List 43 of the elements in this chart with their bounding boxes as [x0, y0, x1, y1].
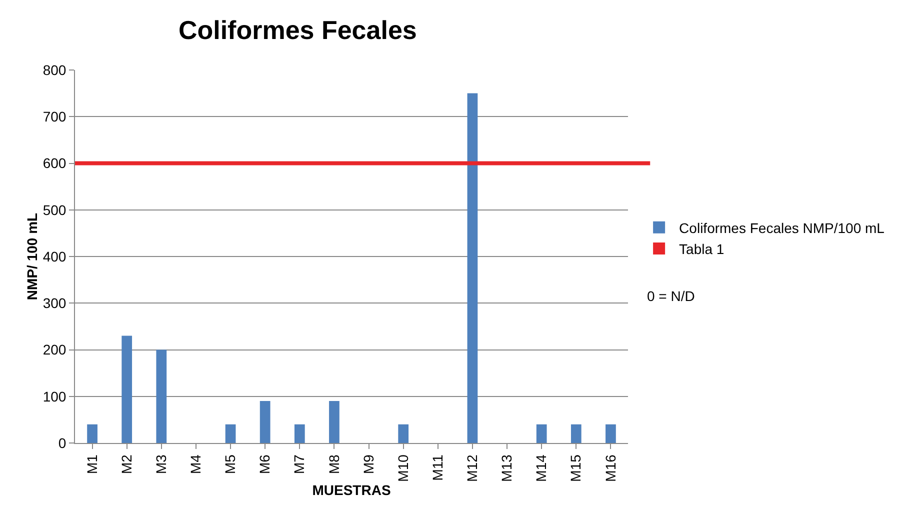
bar: [570, 424, 582, 443]
bar: [122, 336, 132, 443]
bar: [398, 424, 409, 443]
x-tick-label: M9: [360, 454, 376, 474]
bar: [87, 424, 98, 443]
x-tick-label: M13: [498, 454, 515, 482]
x-tick-label: M11: [429, 454, 446, 481]
x-axis-title: MUESTRAS: [312, 482, 391, 498]
y-tick-label: 700: [42, 108, 66, 125]
y-tick-label: 300: [42, 295, 66, 312]
y-tick-label: 200: [42, 342, 66, 358]
bar: [260, 401, 270, 443]
bar: [536, 424, 547, 443]
y-tick-label: 0: [58, 434, 66, 451]
x-tick-label: M12: [464, 454, 480, 482]
x-tick-label: M5: [222, 454, 238, 474]
bar: [294, 424, 305, 443]
x-tick-label: M6: [256, 454, 273, 474]
x-tick-label: M14: [533, 454, 550, 482]
chart-title: Coliformes Fecales: [178, 15, 417, 46]
y-tick-label: 500: [42, 202, 66, 218]
x-tick-label: M16: [602, 454, 618, 482]
x-tick-label: M10: [394, 454, 411, 482]
text: 0 = N/D: [647, 288, 695, 304]
x-tick-label: M15: [568, 454, 584, 482]
y-tick-label: 600: [42, 155, 66, 172]
y-axis-title: NMP/ 100 mL: [24, 212, 40, 300]
bar: [606, 424, 616, 443]
y-tick-label: 400: [42, 248, 66, 264]
x-tick-label: M4: [188, 454, 204, 474]
bar: [225, 424, 236, 443]
bar: [156, 350, 167, 443]
legend-label: Coliformes Fecales NMP/100 mL: [679, 220, 885, 236]
x-tick-label: M8: [326, 454, 342, 474]
x-tick-label: M1: [84, 454, 100, 474]
bar: [467, 93, 478, 443]
y-tick-label: 100: [42, 388, 66, 404]
x-tick-label: M3: [152, 454, 169, 474]
y-tick-label: 800: [42, 62, 66, 78]
legend-label: Tabla 1: [679, 241, 724, 257]
x-tick-label: M2: [118, 454, 134, 474]
x-tick-label: M7: [291, 454, 308, 474]
bar: [329, 401, 340, 443]
